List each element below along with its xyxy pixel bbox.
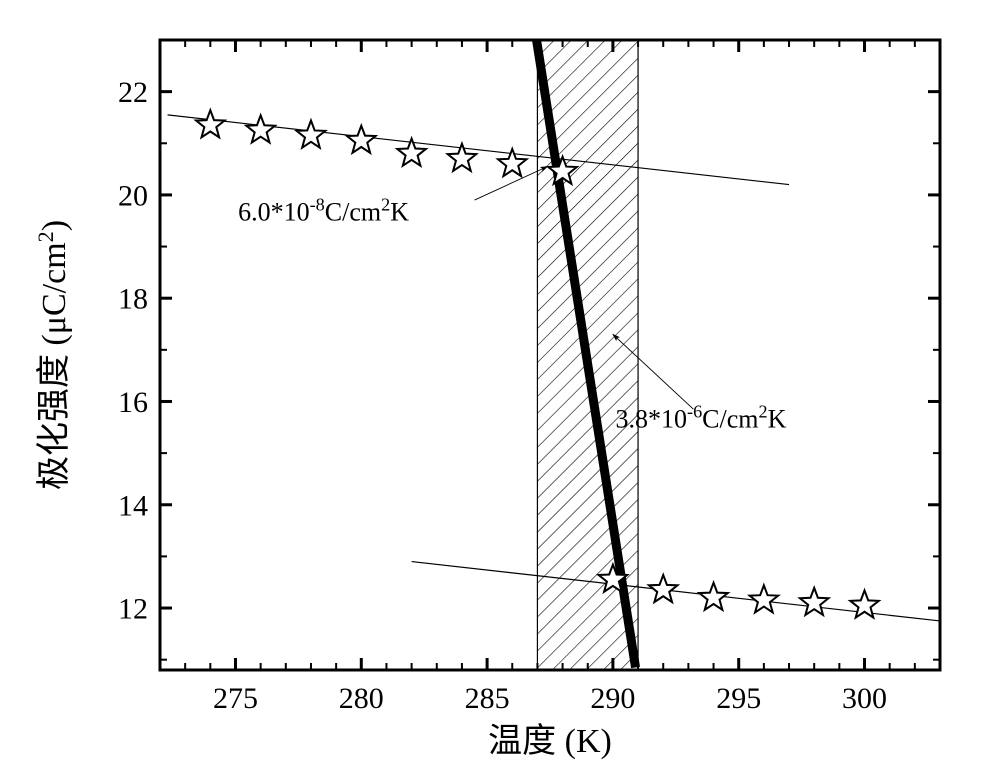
y-tick-label: 20 — [118, 179, 148, 212]
y-tick-label: 14 — [118, 489, 148, 522]
y-tick-label: 22 — [118, 76, 148, 109]
x-tick-label: 285 — [465, 682, 510, 715]
polarization-vs-temperature-chart: 6.0*10-8C/cm2K3.8*10-6C/cm2K275280285290… — [0, 0, 1000, 766]
x-tick-label: 290 — [590, 682, 635, 715]
x-tick-label: 300 — [842, 682, 887, 715]
y-tick-label: 12 — [118, 593, 148, 626]
x-tick-label: 295 — [716, 682, 761, 715]
y-axis-label: 极化强度 (μC/cm2) — [33, 220, 74, 490]
x-tick-label: 280 — [339, 682, 384, 715]
y-tick-label: 16 — [118, 386, 148, 419]
x-axis-label: 温度 (K) — [488, 722, 612, 760]
x-tick-label: 275 — [213, 682, 258, 715]
y-tick-label: 18 — [118, 283, 148, 316]
